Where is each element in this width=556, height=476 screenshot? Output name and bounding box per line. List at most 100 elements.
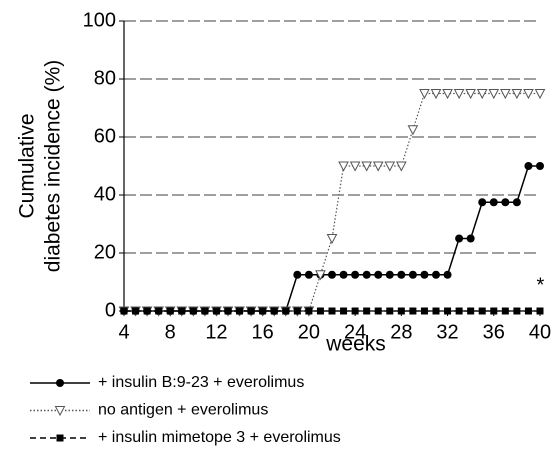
marker <box>430 89 442 100</box>
marker <box>385 270 394 279</box>
marker <box>132 307 140 315</box>
marker <box>293 270 302 279</box>
marker <box>351 270 360 279</box>
marker <box>143 307 151 315</box>
marker <box>501 198 510 207</box>
marker <box>523 89 534 100</box>
x-tick-label: 8 <box>165 321 176 343</box>
marker <box>166 307 174 315</box>
marker <box>466 234 475 243</box>
marker <box>270 307 278 315</box>
marker <box>397 307 405 315</box>
marker <box>536 162 544 170</box>
marker <box>338 161 349 172</box>
y-axis-label: Cumulative diabetes incidence (%) <box>16 60 65 272</box>
marker <box>455 234 464 243</box>
marker <box>501 307 509 315</box>
marker <box>408 270 417 279</box>
marker <box>419 89 430 100</box>
x-tick-label: 24 <box>344 321 366 343</box>
y-tick-label: 80 <box>94 67 116 89</box>
marker <box>397 270 406 279</box>
marker <box>282 307 290 315</box>
marker <box>224 307 232 315</box>
marker <box>326 234 338 245</box>
marker <box>384 161 396 172</box>
x-tick-label: 40 <box>529 321 551 343</box>
marker <box>351 307 359 315</box>
marker <box>489 198 498 207</box>
marker <box>120 307 128 315</box>
marker <box>478 198 487 207</box>
marker <box>372 161 384 172</box>
marker <box>374 307 382 315</box>
marker <box>362 270 371 279</box>
marker <box>305 307 313 315</box>
y-axis-label-line: Cumulative <box>16 113 39 218</box>
marker <box>534 89 546 100</box>
marker <box>444 307 452 315</box>
marker <box>247 307 255 315</box>
marker <box>374 270 383 279</box>
marker <box>178 307 186 315</box>
y-tick-label: 100 <box>83 9 116 31</box>
marker <box>407 125 419 136</box>
y-tick-label: 40 <box>94 183 116 205</box>
marker <box>189 307 197 315</box>
marker <box>432 270 440 279</box>
marker <box>293 307 301 315</box>
marker <box>340 307 348 315</box>
marker <box>513 307 521 315</box>
legend-label: no antigen + everolimus <box>98 402 268 419</box>
marker <box>476 89 488 100</box>
marker <box>442 89 453 100</box>
marker <box>500 89 511 100</box>
x-tick-label: 16 <box>252 321 274 343</box>
x-tick-label: 4 <box>118 321 129 343</box>
legend-label: + insulin mimetope 3 + everolimus <box>98 429 341 446</box>
marker <box>304 270 313 279</box>
y-tick-label: 60 <box>94 125 116 147</box>
marker <box>420 270 429 279</box>
marker <box>490 307 498 315</box>
marker <box>536 307 544 315</box>
annotation: * <box>537 274 545 296</box>
marker <box>432 307 440 315</box>
marker <box>524 307 532 315</box>
marker <box>453 89 465 100</box>
marker <box>488 89 500 100</box>
marker <box>524 162 533 170</box>
y-tick-label: 0 <box>105 299 116 321</box>
marker <box>478 307 486 315</box>
marker <box>363 307 371 315</box>
y-axis-label-line: diabetes incidence (%) <box>42 60 65 272</box>
marker <box>409 307 417 315</box>
marker <box>443 270 452 279</box>
marker <box>386 307 394 315</box>
x-tick-label: 32 <box>436 321 458 343</box>
marker <box>512 198 521 207</box>
marker <box>361 161 372 172</box>
marker <box>56 434 64 442</box>
marker <box>328 307 336 315</box>
marker <box>212 307 220 315</box>
marker <box>420 307 428 315</box>
marker <box>236 307 244 315</box>
marker <box>511 89 523 100</box>
marker <box>396 161 407 172</box>
marker <box>339 270 348 279</box>
marker <box>455 307 463 315</box>
marker <box>467 307 475 315</box>
x-tick-label: 36 <box>483 321 505 343</box>
marker <box>54 406 66 417</box>
legend-label: + insulin B:9-23 + everolimus <box>98 374 304 391</box>
marker <box>316 307 324 315</box>
marker <box>328 270 336 279</box>
marker <box>56 379 64 387</box>
marker <box>259 307 267 315</box>
marker <box>155 307 163 315</box>
marker <box>349 161 361 172</box>
x-tick-label: 12 <box>205 321 227 343</box>
marker <box>201 307 209 315</box>
x-tick-label: 20 <box>298 321 320 343</box>
